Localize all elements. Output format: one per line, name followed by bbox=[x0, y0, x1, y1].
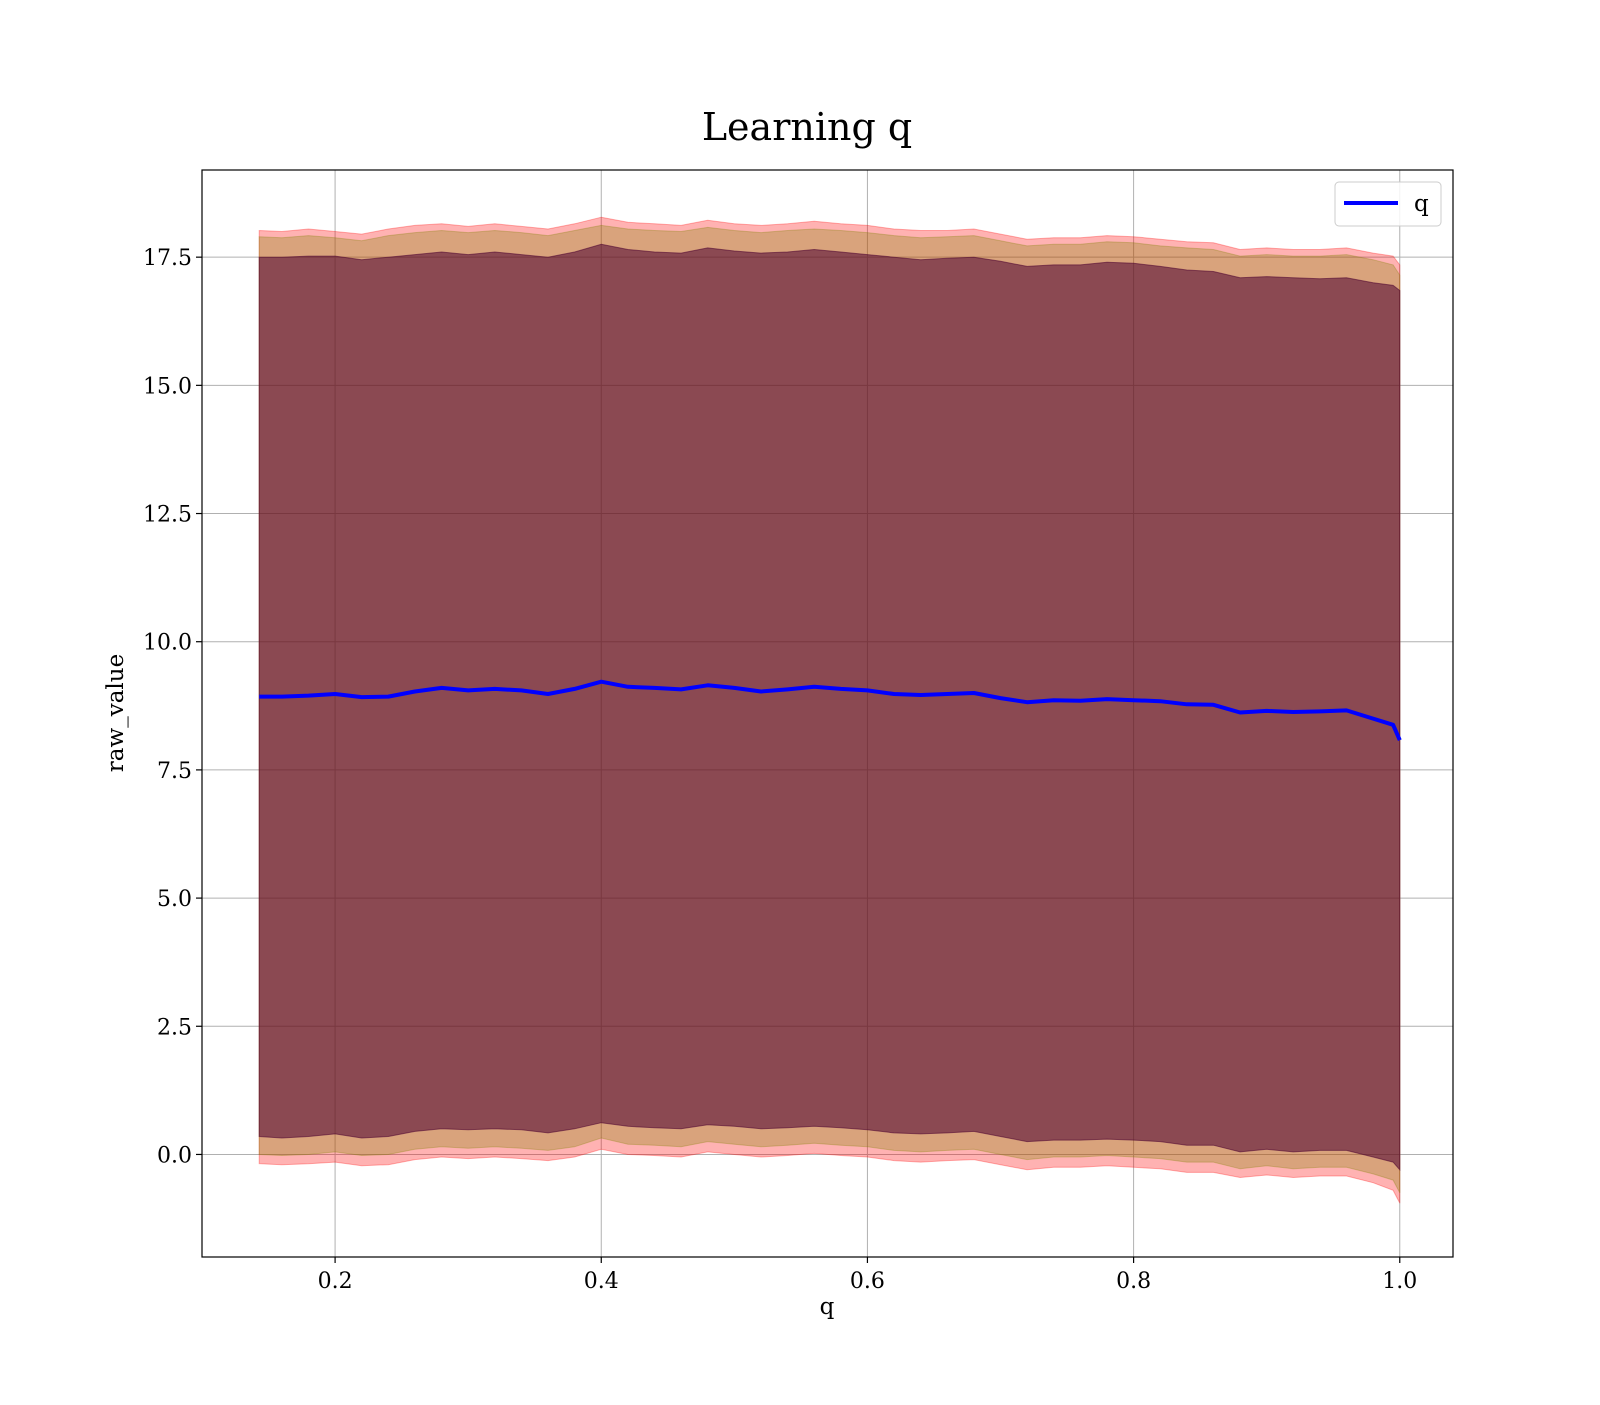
legend: q bbox=[1334, 181, 1442, 227]
x-tick-label: 1.0 bbox=[1382, 1269, 1417, 1294]
legend-label-q: q bbox=[1414, 191, 1429, 217]
y-tick-label: 7.5 bbox=[157, 759, 192, 784]
y-tick-label: 15.0 bbox=[143, 374, 192, 399]
y-tick-label: 2.5 bbox=[157, 1015, 192, 1040]
y-tick-label: 5.0 bbox=[157, 887, 192, 912]
x-tick-label: 0.8 bbox=[1116, 1269, 1151, 1294]
y-tick-label: 10.0 bbox=[143, 631, 192, 656]
y-axis-label: raw_value bbox=[103, 654, 129, 772]
series-lines bbox=[259, 679, 1402, 741]
chart-title: Learning q bbox=[702, 105, 912, 149]
x-tick-label: 0.6 bbox=[850, 1269, 885, 1294]
x-tick-label: 0.2 bbox=[318, 1269, 353, 1294]
series-line-0 bbox=[259, 679, 1402, 741]
axis-ticks: 0.2 0.4 0.6 0.8 1.0 0.0 2.5 5.0 7.5 10.0 12.5 15.0 1… bbox=[143, 246, 1417, 1294]
y-tick-label: 17.5 bbox=[143, 246, 192, 271]
y-tick-label: 0.0 bbox=[157, 1143, 192, 1168]
x-tick-label: 0.4 bbox=[584, 1269, 619, 1294]
x-axis-label: q bbox=[820, 1294, 835, 1320]
confidence-bands bbox=[258, 216, 1401, 1204]
y-tick-label: 12.5 bbox=[143, 503, 192, 528]
plot-area-frame bbox=[201, 169, 1454, 1258]
confidence-band-2 bbox=[258, 243, 1401, 1172]
